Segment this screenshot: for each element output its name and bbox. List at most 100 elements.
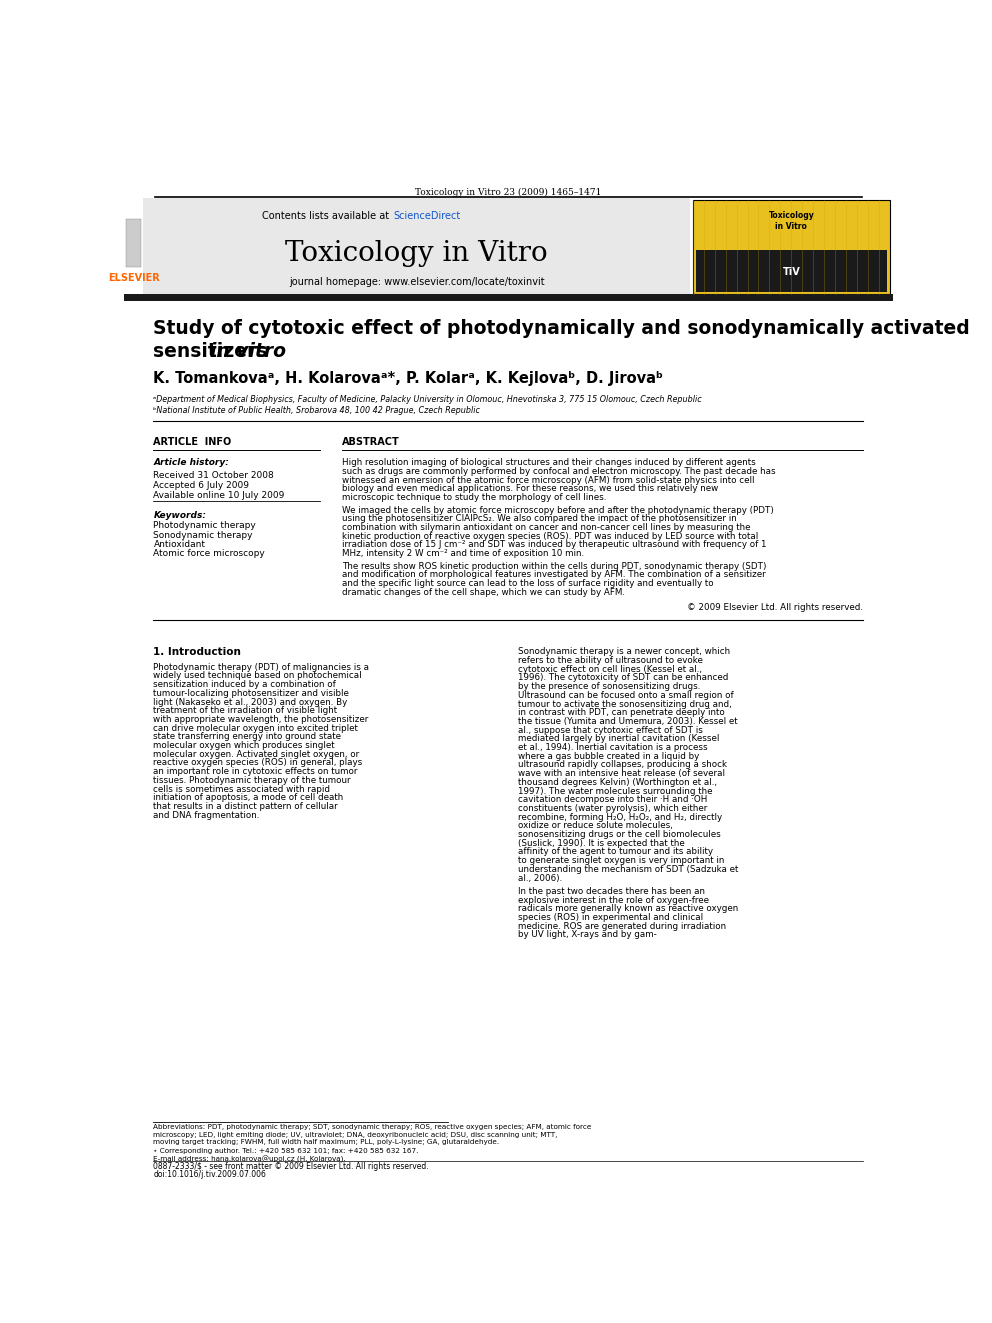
FancyBboxPatch shape xyxy=(692,200,890,294)
Text: ELSEVIER: ELSEVIER xyxy=(108,273,160,283)
Text: Sonodynamic therapy: Sonodynamic therapy xyxy=(154,531,253,540)
Text: tumour to activate the sonosensitizing drug and,: tumour to activate the sonosensitizing d… xyxy=(518,700,732,709)
Text: that results in a distinct pattern of cellular: that results in a distinct pattern of ce… xyxy=(154,802,338,811)
Text: 1997). The water molecules surrounding the: 1997). The water molecules surrounding t… xyxy=(518,787,712,795)
Text: TiV: TiV xyxy=(783,266,801,277)
Text: The results show ROS kinetic production within the cells during PDT, sonodynamic: The results show ROS kinetic production … xyxy=(342,562,766,570)
Text: cells is sometimes associated with rapid: cells is sometimes associated with rapid xyxy=(154,785,330,794)
Text: ARTICLE  INFO: ARTICLE INFO xyxy=(154,437,232,447)
Text: wave with an intensive heat release (of several: wave with an intensive heat release (of … xyxy=(518,769,725,778)
FancyBboxPatch shape xyxy=(124,294,893,302)
Text: cytotoxic effect on cell lines (Kessel et al.,: cytotoxic effect on cell lines (Kessel e… xyxy=(518,664,702,673)
Text: Abbreviations: PDT, photodynamic therapy; SDT, sonodynamic therapy; ROS, reactiv: Abbreviations: PDT, photodynamic therapy… xyxy=(154,1125,592,1130)
Text: High resolution imaging of biological structures and their changes induced by di: High resolution imaging of biological st… xyxy=(342,458,756,467)
Text: (Suslick, 1990). It is expected that the: (Suslick, 1990). It is expected that the xyxy=(518,839,684,848)
Text: al., 2006).: al., 2006). xyxy=(518,873,562,882)
Text: dramatic changes of the cell shape, which we can study by AFM.: dramatic changes of the cell shape, whic… xyxy=(342,587,625,597)
Text: Photodynamic therapy: Photodynamic therapy xyxy=(154,521,256,531)
Text: molecular oxygen which produces singlet: molecular oxygen which produces singlet xyxy=(154,741,335,750)
Text: sensitizers: sensitizers xyxy=(154,343,275,361)
Text: and DNA fragmentation.: and DNA fragmentation. xyxy=(154,811,260,820)
Text: the tissue (Yumita and Umemura, 2003). Kessel et: the tissue (Yumita and Umemura, 2003). K… xyxy=(518,717,738,726)
Text: oxidize or reduce solute molecules,: oxidize or reduce solute molecules, xyxy=(518,822,673,831)
Text: al., suppose that cytotoxic effect of SDT is: al., suppose that cytotoxic effect of SD… xyxy=(518,725,703,734)
Text: affinity of the agent to tumour and its ability: affinity of the agent to tumour and its … xyxy=(518,848,713,856)
Text: et al., 1994). Inertial cavitation is a process: et al., 1994). Inertial cavitation is a … xyxy=(518,744,707,751)
Text: Keywords:: Keywords: xyxy=(154,511,206,520)
Text: Ultrasound can be focused onto a small region of: Ultrasound can be focused onto a small r… xyxy=(518,691,734,700)
Text: sonosensitizing drugs or the cell biomolecules: sonosensitizing drugs or the cell biomol… xyxy=(518,830,721,839)
FancyBboxPatch shape xyxy=(689,198,893,296)
Text: understanding the mechanism of SDT (Sadzuka et: understanding the mechanism of SDT (Sadz… xyxy=(518,865,738,875)
Text: ᵇNational Institute of Public Health, Srobarova 48, 100 42 Prague, Czech Republi: ᵇNational Institute of Public Health, Sr… xyxy=(154,406,480,415)
Text: ScienceDirect: ScienceDirect xyxy=(393,212,460,221)
Text: moving target tracking; FWHM, full width half maximum; PLL, poly-L-lysine; GA, g: moving target tracking; FWHM, full width… xyxy=(154,1139,500,1144)
Text: such as drugs are commonly performed by confocal and electron microscopy. The pa: such as drugs are commonly performed by … xyxy=(342,467,776,476)
Text: 1. Introduction: 1. Introduction xyxy=(154,647,241,658)
Text: and the specific light source can lead to the loss of surface rigidity and event: and the specific light source can lead t… xyxy=(342,579,713,589)
Text: to generate singlet oxygen is very important in: to generate singlet oxygen is very impor… xyxy=(518,856,724,865)
Text: 1996). The cytotoxicity of SDT can be enhanced: 1996). The cytotoxicity of SDT can be en… xyxy=(518,673,728,683)
Text: recombine, forming H₂O, H₂O₂, and H₂, directly: recombine, forming H₂O, H₂O₂, and H₂, di… xyxy=(518,812,722,822)
Text: thousand degrees Kelvin) (Worthington et al.,: thousand degrees Kelvin) (Worthington et… xyxy=(518,778,717,787)
Text: ᵃDepartment of Medical Biophysics, Faculty of Medicine, Palacky University in Ol: ᵃDepartment of Medical Biophysics, Facul… xyxy=(154,396,702,404)
FancyBboxPatch shape xyxy=(126,218,141,266)
Text: Article history:: Article history: xyxy=(154,458,229,467)
Text: radicals more generally known as reactive oxygen: radicals more generally known as reactiv… xyxy=(518,905,738,913)
Text: Toxicology in Vitro: Toxicology in Vitro xyxy=(286,239,548,267)
Text: reactive oxygen species (ROS) in general, plays: reactive oxygen species (ROS) in general… xyxy=(154,758,363,767)
FancyBboxPatch shape xyxy=(144,198,689,296)
Text: Study of cytotoxic effect of photodynamically and sonodynamically activated: Study of cytotoxic effect of photodynami… xyxy=(154,319,970,337)
Text: by UV light, X-rays and by gam-: by UV light, X-rays and by gam- xyxy=(518,930,657,939)
Text: sensitization induced by a combination of: sensitization induced by a combination o… xyxy=(154,680,336,689)
Text: state transferring energy into ground state: state transferring energy into ground st… xyxy=(154,733,341,741)
FancyBboxPatch shape xyxy=(696,250,887,292)
Text: We imaged the cells by atomic force microscopy before and after the photodynamic: We imaged the cells by atomic force micr… xyxy=(342,505,774,515)
Text: Available online 10 July 2009: Available online 10 July 2009 xyxy=(154,491,285,500)
Text: © 2009 Elsevier Ltd. All rights reserved.: © 2009 Elsevier Ltd. All rights reserved… xyxy=(687,603,863,613)
Text: species (ROS) in experimental and clinical: species (ROS) in experimental and clinic… xyxy=(518,913,703,922)
Text: with appropriate wavelength, the photosensitizer: with appropriate wavelength, the photose… xyxy=(154,714,369,724)
Text: Contents lists available at: Contents lists available at xyxy=(262,212,392,221)
FancyBboxPatch shape xyxy=(124,198,144,296)
Text: Atomic force microscopy: Atomic force microscopy xyxy=(154,549,265,558)
Text: and modification of morphological features investigated by AFM. The combination : and modification of morphological featur… xyxy=(342,570,766,579)
Text: biology and even medical applications. For these reasons, we used this relativel: biology and even medical applications. F… xyxy=(342,484,718,493)
Text: medicine. ROS are generated during irradiation: medicine. ROS are generated during irrad… xyxy=(518,922,726,930)
Text: ABSTRACT: ABSTRACT xyxy=(342,437,400,447)
Text: initiation of apoptosis, a mode of cell death: initiation of apoptosis, a mode of cell … xyxy=(154,794,343,802)
Text: light (Nakaseko et al., 2003) and oxygen. By: light (Nakaseko et al., 2003) and oxygen… xyxy=(154,697,348,706)
Text: ultrasound rapidly collapses, producing a shock: ultrasound rapidly collapses, producing … xyxy=(518,761,727,770)
Text: Photodynamic therapy (PDT) of malignancies is a: Photodynamic therapy (PDT) of malignanci… xyxy=(154,663,369,672)
Text: in vitro: in vitro xyxy=(210,343,286,361)
Text: In the past two decades there has been an: In the past two decades there has been a… xyxy=(518,886,705,896)
Text: constituents (water pyrolysis), which either: constituents (water pyrolysis), which ei… xyxy=(518,804,707,812)
Text: Antioxidant: Antioxidant xyxy=(154,540,205,549)
Text: E-mail address: hana.kolarova@upol.cz (H. Kolarova).: E-mail address: hana.kolarova@upol.cz (H… xyxy=(154,1155,346,1163)
Text: widely used technique based on photochemical: widely used technique based on photochem… xyxy=(154,672,362,680)
Text: tissues. Photodynamic therapy of the tumour: tissues. Photodynamic therapy of the tum… xyxy=(154,775,351,785)
Text: kinetic production of reactive oxygen species (ROS). PDT was induced by LED sour: kinetic production of reactive oxygen sp… xyxy=(342,532,758,541)
Text: combination with silymarin antioxidant on cancer and non-cancer cell lines by me: combination with silymarin antioxidant o… xyxy=(342,523,750,532)
Text: Sonodynamic therapy is a newer concept, which: Sonodynamic therapy is a newer concept, … xyxy=(518,647,730,656)
Text: microscopy; LED, light emiting diode; UV, ultraviolet; DNA, deoxyribonucleic aci: microscopy; LED, light emiting diode; UV… xyxy=(154,1131,558,1138)
Text: Toxicology in Vitro 23 (2009) 1465–1471: Toxicology in Vitro 23 (2009) 1465–1471 xyxy=(416,188,601,197)
Text: cavitation decompose into their ·H and ·OH: cavitation decompose into their ·H and ·… xyxy=(518,795,707,804)
Text: molecular oxygen. Activated singlet oxygen, or: molecular oxygen. Activated singlet oxyg… xyxy=(154,750,360,758)
Text: using the photosensitizer ClAlPcS₂. We also compared the impact of the photosens: using the photosensitizer ClAlPcS₂. We a… xyxy=(342,515,736,524)
Text: Accepted 6 July 2009: Accepted 6 July 2009 xyxy=(154,480,249,490)
Text: explosive interest in the role of oxygen-free: explosive interest in the role of oxygen… xyxy=(518,896,709,905)
Text: mediated largely by inertial cavitation (Kessel: mediated largely by inertial cavitation … xyxy=(518,734,719,744)
Text: where a gas bubble created in a liquid by: where a gas bubble created in a liquid b… xyxy=(518,751,699,761)
Text: treatment of the irradiation of visible light: treatment of the irradiation of visible … xyxy=(154,706,337,716)
Text: irradiation dose of 15 J cm⁻² and SDT was induced by therapeutic ultrasound with: irradiation dose of 15 J cm⁻² and SDT wa… xyxy=(342,541,766,549)
Text: Received 31 October 2008: Received 31 October 2008 xyxy=(154,471,274,480)
Text: refers to the ability of ultrasound to evoke: refers to the ability of ultrasound to e… xyxy=(518,656,703,665)
Text: can drive molecular oxygen into excited triplet: can drive molecular oxygen into excited … xyxy=(154,724,358,733)
Text: 0887-2333/$ - see front matter © 2009 Elsevier Ltd. All rights reserved.: 0887-2333/$ - see front matter © 2009 El… xyxy=(154,1162,430,1171)
Text: in contrast with PDT, can penetrate deeply into: in contrast with PDT, can penetrate deep… xyxy=(518,708,725,717)
Text: by the presence of sonosensitizing drugs.: by the presence of sonosensitizing drugs… xyxy=(518,683,700,691)
Text: MHz, intensity 2 W cm⁻² and time of exposition 10 min.: MHz, intensity 2 W cm⁻² and time of expo… xyxy=(342,549,584,558)
Text: an important role in cytotoxic effects on tumor: an important role in cytotoxic effects o… xyxy=(154,767,358,777)
Text: witnessed an emersion of the atomic force microscopy (AFM) from solid-state phys: witnessed an emersion of the atomic forc… xyxy=(342,476,754,484)
